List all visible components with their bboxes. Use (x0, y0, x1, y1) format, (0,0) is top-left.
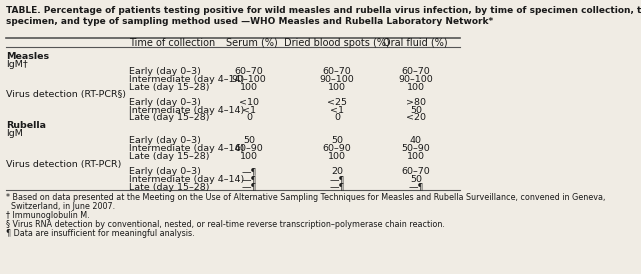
Text: 100: 100 (240, 152, 258, 161)
Text: Late (day 15–28): Late (day 15–28) (129, 182, 209, 192)
Text: Late (day 15–28): Late (day 15–28) (129, 152, 209, 161)
Text: Time of collection: Time of collection (129, 38, 215, 48)
Text: 60–70: 60–70 (235, 67, 263, 76)
Text: <10: <10 (239, 98, 259, 107)
Text: Early (day 0–3): Early (day 0–3) (129, 67, 201, 76)
Text: <20: <20 (406, 113, 426, 122)
Text: Oral fluid (%): Oral fluid (%) (383, 38, 448, 48)
Text: >80: >80 (406, 98, 426, 107)
Text: Intermediate (day 4–14): Intermediate (day 4–14) (129, 144, 244, 153)
Text: <1: <1 (242, 106, 256, 115)
Text: 60–70: 60–70 (401, 167, 430, 176)
Text: —¶: —¶ (242, 182, 257, 192)
Text: 0: 0 (246, 113, 252, 122)
Text: Serum (%): Serum (%) (226, 38, 278, 48)
Text: Late (day 15–28): Late (day 15–28) (129, 83, 209, 92)
Text: <25: <25 (327, 98, 347, 107)
Text: Measles: Measles (6, 52, 49, 61)
Text: Intermediate (day 4–14): Intermediate (day 4–14) (129, 75, 244, 84)
Text: † Immunoglobulin M.: † Immunoglobulin M. (6, 211, 90, 220)
Text: § Virus RNA detection by conventional, nested, or real-time reverse transcriptio: § Virus RNA detection by conventional, n… (6, 220, 445, 229)
Text: —¶: —¶ (242, 167, 257, 176)
Text: 50: 50 (243, 136, 255, 145)
Text: 50: 50 (410, 175, 422, 184)
Text: TABLE. Percentage of patients testing positive for wild measles and rubella viru: TABLE. Percentage of patients testing po… (6, 6, 641, 26)
Text: —¶: —¶ (329, 182, 345, 192)
Text: 60–90: 60–90 (235, 144, 263, 153)
Text: 60–70: 60–70 (401, 67, 430, 76)
Text: —¶: —¶ (329, 175, 345, 184)
Text: 60–90: 60–90 (322, 144, 351, 153)
Text: Late (day 15–28): Late (day 15–28) (129, 113, 209, 122)
Text: Early (day 0–3): Early (day 0–3) (129, 167, 201, 176)
Text: 90–100: 90–100 (399, 75, 433, 84)
Text: 100: 100 (240, 83, 258, 92)
Text: Virus detection (RT-PCR): Virus detection (RT-PCR) (6, 159, 121, 169)
Text: Early (day 0–3): Early (day 0–3) (129, 136, 201, 145)
Text: —¶: —¶ (242, 175, 257, 184)
Text: 100: 100 (407, 83, 425, 92)
Text: 100: 100 (407, 152, 425, 161)
Text: Intermediate (day 4–14): Intermediate (day 4–14) (129, 106, 244, 115)
Text: Switzerland, in June 2007.: Switzerland, in June 2007. (6, 202, 115, 211)
Text: 90–100: 90–100 (320, 75, 354, 84)
Text: Intermediate (day 4–14): Intermediate (day 4–14) (129, 175, 244, 184)
Text: 50: 50 (410, 106, 422, 115)
Text: —¶: —¶ (408, 182, 424, 192)
Text: 100: 100 (328, 152, 346, 161)
Text: IgM†: IgM† (6, 59, 28, 68)
Text: Dried blood spots (%): Dried blood spots (%) (284, 38, 390, 48)
Text: 100: 100 (328, 83, 346, 92)
Text: * Based on data presented at the Meeting on the Use of Alternative Sampling Tech: * Based on data presented at the Meeting… (6, 193, 605, 202)
Text: 50: 50 (331, 136, 343, 145)
Text: Early (day 0–3): Early (day 0–3) (129, 98, 201, 107)
Text: 90–100: 90–100 (232, 75, 267, 84)
Text: Virus detection (RT-PCR§): Virus detection (RT-PCR§) (6, 90, 126, 99)
Text: 0: 0 (334, 113, 340, 122)
Text: Rubella: Rubella (6, 121, 46, 130)
Text: 50–90: 50–90 (401, 144, 430, 153)
Text: 60–70: 60–70 (322, 67, 351, 76)
Text: <1: <1 (330, 106, 344, 115)
Text: IgM: IgM (6, 129, 23, 138)
Text: ¶ Data are insufficient for meaningful analysis.: ¶ Data are insufficient for meaningful a… (6, 229, 195, 238)
Text: 40: 40 (410, 136, 422, 145)
Text: 20: 20 (331, 167, 343, 176)
